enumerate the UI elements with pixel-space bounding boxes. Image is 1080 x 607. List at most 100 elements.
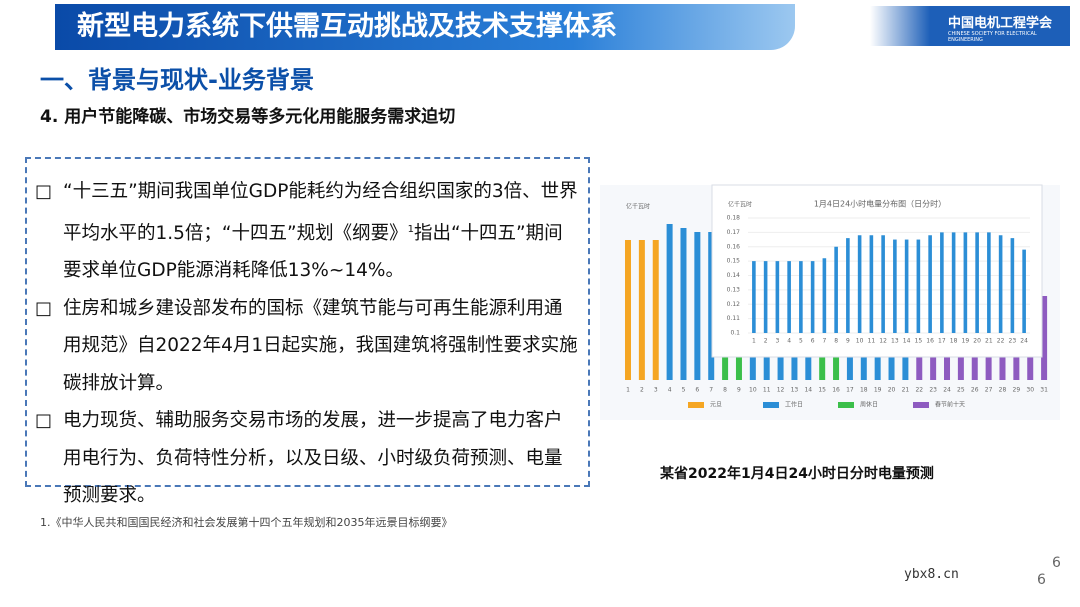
bar [834,246,838,333]
x-tick-label: 17 [846,387,854,394]
bar [857,235,862,333]
y-tick-label: 0.17 [727,229,741,236]
x-tick-label: 20 [973,338,981,345]
x-tick-label: 6 [695,387,699,394]
bar [680,228,687,380]
bar [951,232,956,333]
inset-title: 1月4日24小时电量分布图（日分时） [814,199,946,209]
x-tick-label: 26 [971,387,979,394]
x-tick-label: 28 [999,387,1007,394]
bar [916,239,921,333]
legend-label: 元旦 [710,402,722,409]
inset-panel [711,184,1043,358]
bar [625,240,631,380]
bullet-text: 电力现货、辅助服务交易市场的发展，进一步提高了电力客户用电行为、负荷特性分析，以… [63,410,563,507]
x-tick-label: 11 [763,387,771,394]
x-tick-label: 4 [668,387,672,394]
bar [881,235,885,333]
bar [998,235,1003,333]
x-tick-label: 3 [775,338,779,345]
logo-text: 中国电机工程学会 [948,16,1053,31]
legend-label: 春节前十天 [935,401,965,409]
x-tick-label: 19 [874,387,882,394]
bullet: □ 住房和城乡建设部发布的国标《建筑节能与可再生能源利用通用规范》自2022年4月… [35,290,578,403]
bullet: □ 电力现货、辅助服务交易市场的发展，进一步提高了电力客户用电行为、负荷特性分析，… [35,402,578,515]
x-tick-label: 6 [811,338,815,345]
x-tick-label: 11 [868,338,876,345]
bar [893,239,897,333]
text: 指出“十四五”期间要求单位GDP能源消耗降低13%~14%。 [63,222,563,282]
bar [1010,238,1015,333]
bar [694,232,701,380]
x-tick-label: 20 [888,387,896,394]
y-tick-label: 0.15 [727,258,741,265]
y-tick-label: 0.18 [727,215,741,222]
page-number: 6 [1037,572,1046,588]
bullet-box: □ “十三五”期间我国单位GDP能耗约为经合组织国家的3倍、世界平均水平的1.5倍… [25,157,590,506]
x-tick-label: 22 [915,387,923,394]
x-tick-label: 1 [752,338,756,345]
x-tick-label: 30 [1026,387,1034,394]
x-tick-label: 8 [723,387,727,394]
x-tick-label: 12 [777,387,785,394]
x-tick-label: 12 [879,338,887,345]
title: 新型电力系统下供需互动挑战及技术支撑体系 [55,4,795,50]
y-axis-label: 亿千瓦时 [728,201,752,209]
x-tick-label: 5 [799,338,803,345]
y-tick-label: 0.12 [727,301,741,308]
x-tick-label: 24 [943,387,951,394]
bar [763,261,768,333]
bar [666,224,673,380]
x-tick-label: 10 [856,338,864,345]
logo-sub: CHINESE SOCIETY FOR ELECTRICAL ENGINEERI… [948,31,1037,43]
legend-swatch [838,402,854,408]
text: “十三五”期间我国单位GDP能耗约为经合组织国家的3倍、世界平均水平的1.5倍；… [63,181,578,244]
x-tick-label: 27 [985,387,993,394]
legend-label: 周休日 [860,401,878,409]
x-tick-label: 2 [640,387,644,394]
y-tick-label: 0.16 [727,243,741,250]
y-tick-label: 0.14 [727,272,741,279]
x-tick-label: 7 [709,387,713,394]
caption: 某省2022年1月4日24小时日分时电量预测 [660,466,934,482]
x-tick-label: 5 [682,387,686,394]
bar [1022,249,1026,333]
x-tick-label: 21 [902,387,910,394]
watermark: ybx8.cn [904,567,959,582]
bullet: □ “十三五”期间我国单位GDP能耗约为经合组织国家的3倍、世界平均水平的1.5倍… [35,173,578,290]
x-tick-label: 16 [832,387,840,394]
bar [963,232,968,333]
x-tick-label: 9 [737,387,741,394]
bar [940,232,944,333]
legend-swatch [913,402,929,408]
legend-label: 工作日 [785,401,803,409]
bullet-icon: □ [35,297,53,319]
x-tick-label: 9 [846,338,850,345]
x-tick-label: 16 [926,338,934,345]
x-tick-label: 21 [985,338,993,345]
bar [822,258,827,333]
bar [904,239,909,333]
x-tick-label: 15 [818,387,826,394]
x-tick-label: 10 [749,387,757,394]
x-tick-label: 2 [764,338,768,345]
x-tick-label: 23 [929,387,937,394]
x-tick-label: 24 [1020,338,1028,345]
subheading: 4. 用户节能降碳、市场交易等多元化用能服务需求迫切 [40,107,456,127]
bar [787,261,791,333]
bar [810,261,815,333]
x-tick-label: 3 [654,387,658,394]
x-tick-label: 29 [1013,387,1021,394]
legend-swatch [763,402,779,408]
bar [975,232,979,333]
bullet-icon: □ [35,181,53,202]
legend-swatch [688,402,704,408]
bar [799,261,803,333]
x-tick-label: 14 [804,387,812,394]
x-tick-label: 8 [834,338,838,345]
bar [928,235,932,333]
bar [846,238,850,333]
bullet-text: 住房和城乡建设部发布的国标《建筑节能与可再生能源利用通用规范》自2022年4月1… [63,297,578,394]
